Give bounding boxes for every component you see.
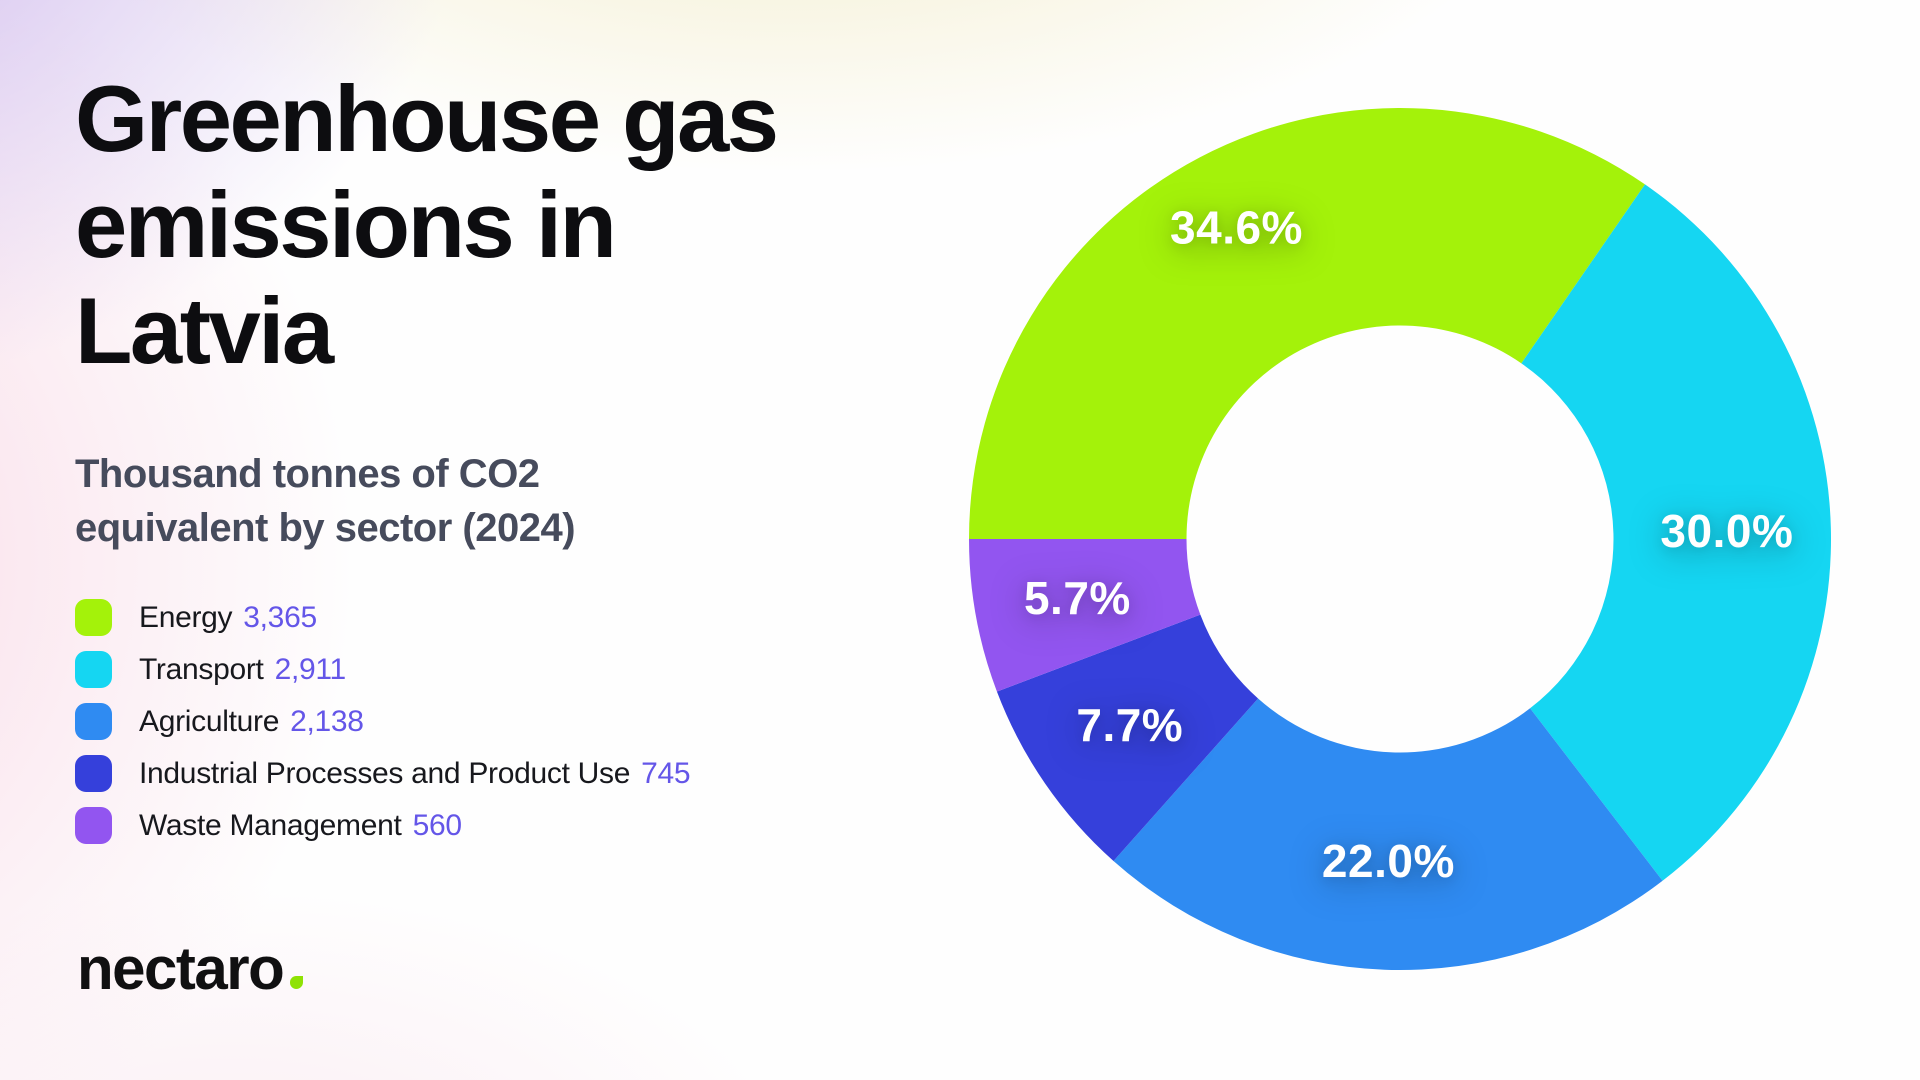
legend-item-industrial-processes-and-product-use: Industrial Processes and Product Use 745 [75,755,835,792]
legend-value: 2,138 [290,704,364,738]
donut-chart-svg: 34.6% 30.0% 22.0% 7.7% 5.7% [969,108,1831,970]
brand-logo-dot-icon [290,976,304,989]
donut-chart: 34.6% 30.0% 22.0% 7.7% 5.7% [969,108,1831,970]
legend-item-energy: Energy 3,365 [75,599,835,636]
slice-percent-label-energy: 34.6% [1170,201,1303,253]
donut-slice-energy [969,108,1645,539]
legend-swatch [75,755,112,792]
donut-slice-industrial-processes-and-product-use [996,614,1259,861]
legend-label: Agriculture [139,704,280,738]
legend-swatch [75,807,112,844]
legend-label: Waste Management [139,808,402,842]
legend-item [75,547,835,584]
legend-value: 3,365 [243,600,317,634]
donut-slice-waste-management [969,539,1201,692]
legend-item-transport: Transport 2,911 [75,651,835,688]
brand-logo: nectaro [77,934,304,1003]
legend-swatch [75,651,112,688]
legend-label: Transport [139,652,264,686]
brand-logo-text: nectaro [77,935,285,1002]
legend-item-waste-management: Waste Management 560 [75,807,835,844]
page-subtitle: Thousand tonnes of CO2 equivalent by sec… [75,451,576,550]
slice-percent-label-agriculture: 22.0% [1322,835,1455,887]
legend-swatch [75,547,112,584]
legend-label: Industrial Processes and Product Use [139,756,631,790]
slice-percent-label-industrial-processes-and-product-use: 7.7% [1076,699,1183,751]
page-title: Greenhouse gas emissions in Latvia [75,66,779,384]
legend-swatch [75,703,112,740]
info-panel: Greenhouse gas emissions in Latvia Thous… [75,0,855,844]
donut-slice-agriculture [1113,698,1663,970]
legend-value: 560 [412,808,462,842]
slice-percent-label-waste-management: 5.7% [1024,572,1131,624]
legend-value: 2,911 [274,652,347,686]
legend-swatch [75,599,112,636]
legend-item-agriculture: Agriculture 2,138 [75,703,835,740]
slice-percent-label-transport: 30.0% [1660,505,1793,557]
legend-label: Energy [139,600,233,634]
legend: Energy 3,365 Transport 2,911 Agriculture… [75,547,835,859]
donut-slice-transport [1521,184,1831,881]
legend-value: 745 [641,756,691,790]
